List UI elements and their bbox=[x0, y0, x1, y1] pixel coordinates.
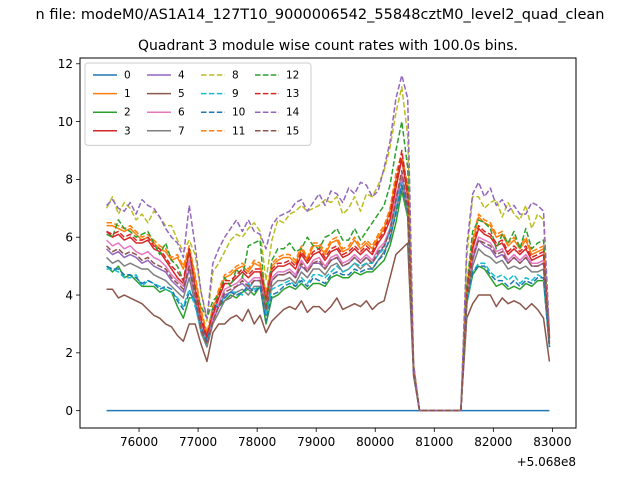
y-axis: 0 2 4 6 8 10 12 bbox=[58, 57, 80, 418]
chart-title: Quadrant 3 module wise count rates with … bbox=[138, 38, 518, 54]
legend-label-12: 12 bbox=[286, 70, 299, 82]
x-tick-label: 81000 bbox=[415, 435, 453, 449]
legend-box bbox=[84, 62, 312, 146]
legend-label-13: 13 bbox=[286, 88, 299, 100]
y-tick-label: 4 bbox=[65, 288, 73, 302]
y-tick-label: 2 bbox=[65, 346, 73, 360]
series-line-9 bbox=[106, 181, 551, 412]
x-tick-label: 80000 bbox=[356, 435, 394, 449]
x-tick-label: 76000 bbox=[120, 435, 158, 449]
x-tick-label: 78000 bbox=[238, 435, 276, 449]
x-tick-label: 83000 bbox=[533, 435, 571, 449]
series-line-14 bbox=[106, 74, 551, 412]
legend-label-11: 11 bbox=[232, 125, 245, 137]
series-line-15 bbox=[106, 169, 551, 412]
legend-label-1: 1 bbox=[124, 88, 131, 100]
legend-label-6: 6 bbox=[178, 107, 185, 119]
plot-lines bbox=[105, 74, 551, 412]
y-tick-label: 0 bbox=[65, 404, 73, 418]
plot-frame bbox=[79, 57, 577, 429]
series-line-2 bbox=[106, 190, 551, 412]
legend-label-14: 14 bbox=[286, 107, 300, 119]
legend-label-15: 15 bbox=[286, 125, 299, 137]
series-line-12 bbox=[106, 120, 551, 412]
y-tick-label: 6 bbox=[65, 231, 73, 245]
legend-label-0: 0 bbox=[124, 70, 131, 82]
series-line-1 bbox=[106, 158, 551, 412]
legend-label-4: 4 bbox=[178, 70, 185, 82]
x-tick-label: 77000 bbox=[179, 435, 217, 449]
series-line-13 bbox=[106, 149, 551, 412]
series-line-3 bbox=[106, 158, 551, 412]
x-offset-label: +5.068e8 bbox=[517, 455, 576, 469]
x-axis: 76000 77000 78000 79000 80000 81000 82000 83000 bbox=[120, 428, 571, 449]
legend-label-5: 5 bbox=[178, 88, 185, 100]
series-line-5 bbox=[106, 242, 551, 412]
series-line-10 bbox=[106, 184, 551, 412]
y-tick-label: 8 bbox=[65, 173, 73, 187]
legend-label-10: 10 bbox=[232, 107, 245, 119]
legend-label-9: 9 bbox=[232, 88, 239, 100]
legend-label-7: 7 bbox=[178, 125, 185, 137]
y-tick-label: 10 bbox=[58, 115, 73, 129]
series-line-6 bbox=[106, 172, 551, 412]
legend-label-8: 8 bbox=[232, 70, 239, 82]
legend-label-2: 2 bbox=[124, 107, 131, 119]
x-tick-label: 79000 bbox=[297, 435, 335, 449]
figure-suptitle: n file: modeM0/AS1A14_127T10_9000006542_… bbox=[36, 7, 605, 23]
series-line-7 bbox=[106, 184, 551, 412]
y-tick-label: 12 bbox=[58, 57, 73, 71]
series-line-8 bbox=[105, 86, 551, 412]
x-tick-label: 82000 bbox=[474, 435, 512, 449]
legend-label-3: 3 bbox=[124, 125, 131, 137]
